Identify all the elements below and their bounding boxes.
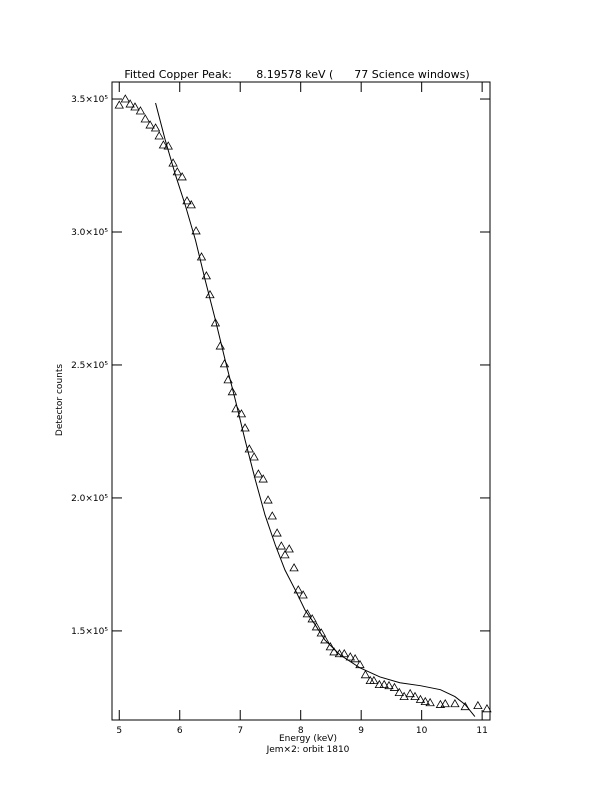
plot-frame <box>111 81 491 721</box>
data-point <box>374 679 385 689</box>
data-point <box>369 675 379 685</box>
data-point <box>345 652 355 661</box>
data-point <box>320 635 330 644</box>
data-point <box>440 698 450 708</box>
subtitle: Jem×2: orbit 1810 <box>266 745 350 755</box>
fit-line <box>155 102 476 717</box>
data-point <box>210 318 221 327</box>
data-point <box>120 94 130 103</box>
data-point <box>215 341 225 350</box>
data-point <box>158 140 169 149</box>
data-point <box>186 200 196 209</box>
data-point <box>150 123 161 132</box>
x-tick-label: 6 <box>177 726 183 736</box>
data-point <box>231 404 241 413</box>
data-point <box>280 550 290 559</box>
data-point <box>236 409 247 418</box>
data-point <box>325 642 336 651</box>
y-tick-label: 3.0×10⁵ <box>71 228 108 238</box>
data-point <box>125 99 135 108</box>
data-point <box>289 563 299 572</box>
data-point <box>415 694 426 703</box>
x-tick-label: 7 <box>237 726 243 736</box>
data-point <box>302 609 313 618</box>
y-tick-label: 2.5×10⁵ <box>71 361 108 371</box>
y-tick-label: 1.5×10⁵ <box>71 627 108 637</box>
data-point <box>219 359 230 368</box>
data-point <box>240 423 250 432</box>
data-point <box>473 700 483 710</box>
data-point <box>450 698 460 708</box>
data-point <box>389 682 400 691</box>
data-point <box>130 102 140 111</box>
data-point <box>263 495 273 504</box>
data-point <box>293 585 303 594</box>
data-point <box>140 114 150 123</box>
data-point <box>177 172 187 181</box>
data-point <box>272 528 282 537</box>
data-point <box>405 688 415 698</box>
data-point <box>227 387 238 396</box>
y-axis-label: Detector counts <box>55 364 65 436</box>
data-point <box>420 696 430 706</box>
data-point <box>334 648 345 658</box>
data-point <box>267 511 277 520</box>
data-point <box>360 669 371 679</box>
data-point <box>276 541 287 550</box>
data-point <box>350 654 360 663</box>
data-point <box>191 226 201 235</box>
data-point <box>410 691 420 700</box>
data-point <box>339 648 349 658</box>
data-point <box>114 100 124 109</box>
data-point <box>311 622 322 631</box>
data-point <box>154 131 164 140</box>
x-axis-label: Energy (keV) <box>279 734 337 744</box>
y-tick-label: 3.5×10⁵ <box>71 95 108 105</box>
data-point <box>482 704 492 713</box>
data-point <box>205 289 215 299</box>
data-point <box>425 697 435 707</box>
data-point <box>172 167 183 176</box>
y-tick-label: 2.0×10⁵ <box>71 494 108 504</box>
data-point <box>394 687 404 697</box>
data-point <box>379 679 389 689</box>
data-point <box>284 544 294 553</box>
data-point <box>307 614 317 623</box>
x-tick-label: 8 <box>298 726 304 736</box>
data-point <box>460 701 470 711</box>
data-point <box>135 106 146 115</box>
data-point <box>145 120 155 129</box>
x-tick-label: 5 <box>116 726 122 736</box>
x-tick-label: 10 <box>416 726 428 736</box>
data-point <box>298 590 308 599</box>
data-point <box>384 680 394 690</box>
data-point <box>249 452 259 461</box>
data-point <box>253 469 264 478</box>
data-point <box>316 628 326 637</box>
data-point <box>258 474 268 483</box>
x-tick-label: 11 <box>476 726 487 736</box>
x-tick-label: 9 <box>358 726 364 736</box>
chart-title: Fitted Copper Peak: 8.19578 keV ( 77 Sci… <box>124 68 469 81</box>
data-point <box>182 196 192 205</box>
